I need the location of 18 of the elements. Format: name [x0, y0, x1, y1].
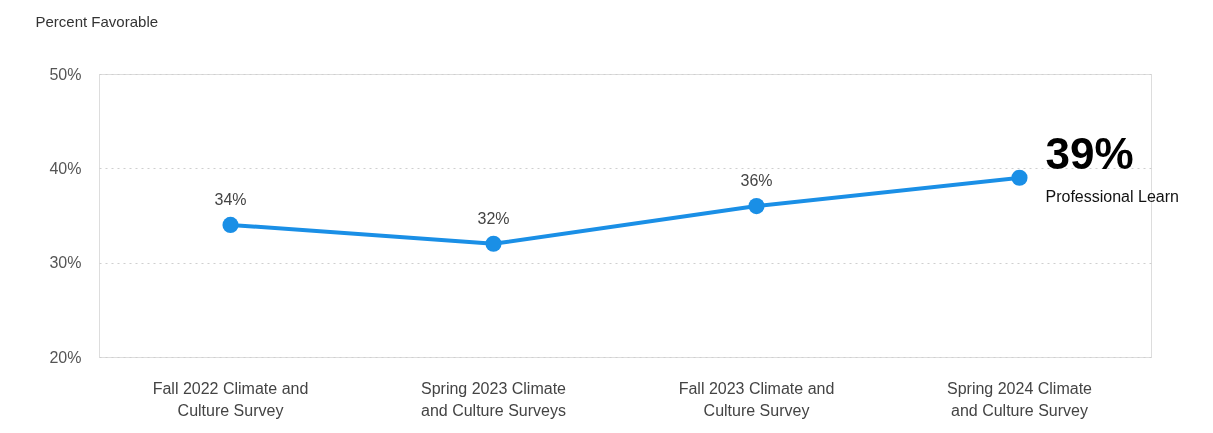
x-tick-label: Fall 2022 Climate and Culture Survey	[152, 380, 309, 419]
y-tick-label: 20%	[49, 348, 82, 366]
text: 34%	[214, 190, 247, 208]
y-tick-label: 30%	[49, 254, 82, 272]
x-tick-label: Fall 2023 Climate and Culture Survey	[678, 380, 835, 419]
series-label: Professional Learn	[1045, 187, 1179, 205]
point	[1011, 169, 1028, 186]
text: 36%	[740, 172, 773, 190]
point	[222, 216, 239, 233]
point	[485, 235, 502, 252]
x-tick-label: Spring 2024 Climate and Culture Survey	[947, 380, 1093, 419]
y-tick-label: 40%	[49, 159, 82, 177]
x-tick-label: Spring 2023 Climate and Culture Surveys	[421, 380, 567, 419]
point	[748, 198, 765, 215]
text: 32%	[477, 209, 510, 227]
text: 39%	[1045, 128, 1134, 178]
y-axis-title: Percent Favorable	[35, 12, 159, 30]
y-tick-label: 50%	[49, 65, 82, 83]
